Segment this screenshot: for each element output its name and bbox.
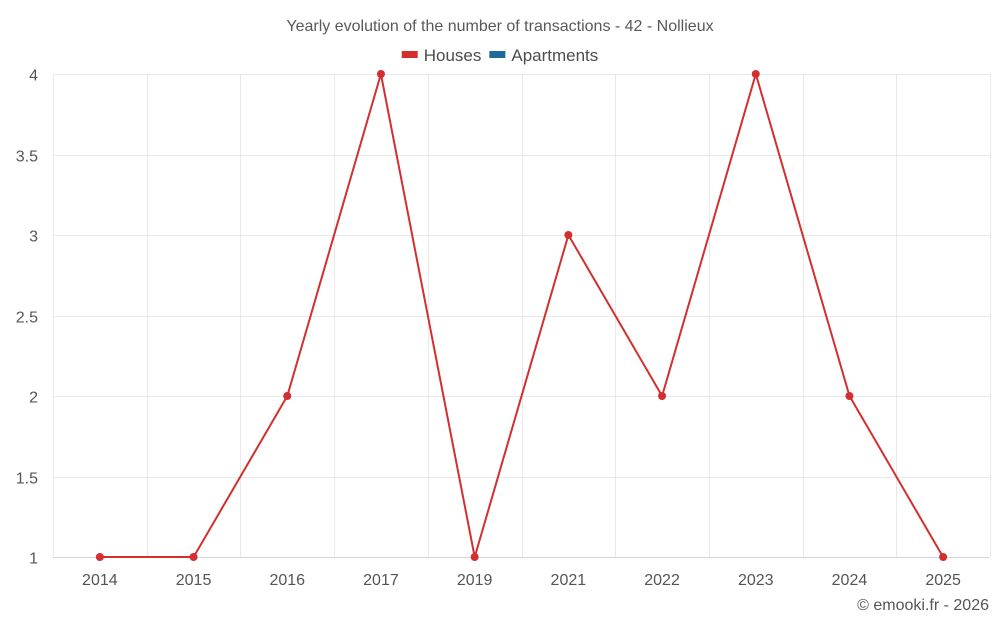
x-tick-label: 2021: [551, 572, 587, 589]
data-point-houses-2017[interactable]: [376, 70, 385, 78]
legend-swatch: [401, 51, 418, 58]
legend-item-apartments[interactable]: Apartments: [489, 46, 598, 65]
x-tick-label: 2022: [644, 572, 680, 589]
y-tick-label: 1: [29, 551, 38, 568]
data-point-houses-2014[interactable]: [95, 553, 104, 561]
x-tick-label: 2016: [269, 572, 305, 589]
y-tick-label: 3: [29, 229, 38, 246]
series-layer: [95, 70, 948, 561]
y-tick-label: 3.5: [16, 149, 38, 166]
y-tick-label: 4: [29, 68, 38, 85]
data-point-houses-2021[interactable]: [564, 231, 573, 239]
x-tick-label: 2019: [457, 572, 493, 589]
x-axis-ticks: 2014 2015 2016 2017 2019 2021 2022 2023 2024 2025: [82, 572, 961, 589]
y-gridlines: [53, 74, 990, 558]
x-tick-label: 2017: [363, 572, 399, 589]
y-tick-label: 2.5: [16, 310, 38, 327]
x-tick-label: 2015: [176, 572, 212, 589]
data-point-houses-2023[interactable]: [751, 70, 760, 78]
x-tick-label: 2014: [82, 572, 118, 589]
credit-text: © emooki.fr - 2026: [857, 597, 989, 614]
data-point-houses-2019[interactable]: [470, 553, 479, 561]
y-axis-ticks: 1 1.5 2 2.5 3 3.5 4: [16, 68, 38, 568]
x-tick-label: 2025: [925, 572, 961, 589]
chart-title: Yearly evolution of the number of transa…: [286, 18, 713, 35]
data-point-houses-2016[interactable]: [283, 392, 292, 400]
x-tick-label: 2023: [738, 572, 774, 589]
legend-label: Apartments: [511, 46, 598, 65]
x-tick-label: 2024: [832, 572, 868, 589]
data-point-houses-2024[interactable]: [845, 392, 854, 400]
data-point-houses-2025[interactable]: [939, 553, 948, 561]
y-tick-label: 2: [29, 390, 38, 407]
data-point-houses-2022[interactable]: [658, 392, 667, 400]
data-point-houses-2015[interactable]: [189, 553, 198, 561]
series-line-houses: [99, 73, 944, 558]
legend-label: Houses: [424, 46, 482, 65]
x-gridlines: [53, 74, 991, 557]
legend-item-houses[interactable]: Houses: [401, 46, 482, 65]
legend: Houses Apartments: [401, 46, 598, 65]
y-tick-label: 1.5: [16, 471, 38, 488]
legend-swatch: [489, 51, 506, 58]
